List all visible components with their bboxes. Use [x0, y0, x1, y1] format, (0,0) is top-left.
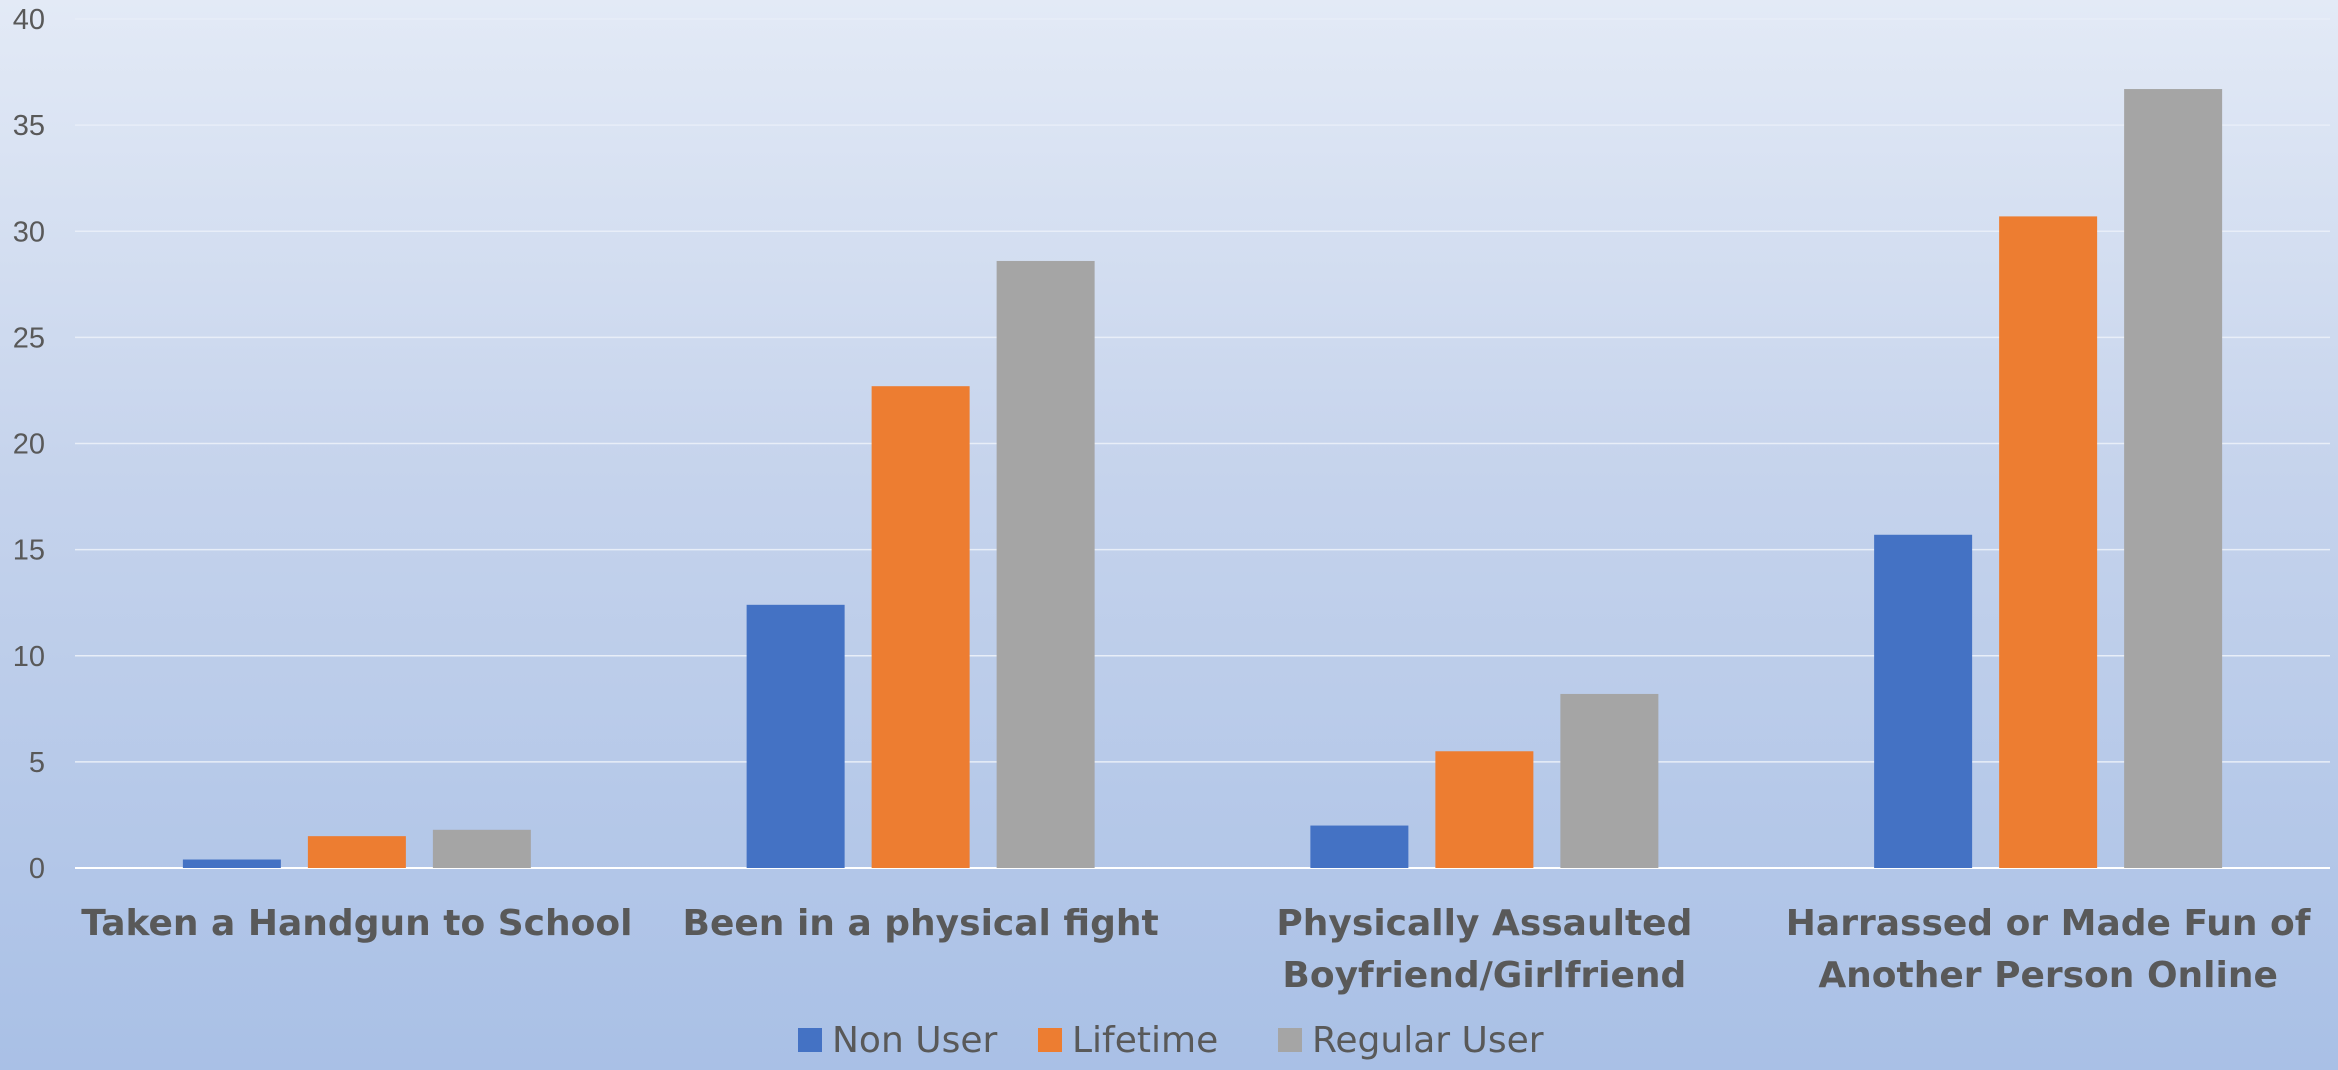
- y-tick-label: 20: [13, 429, 45, 461]
- y-tick-label: 30: [13, 216, 45, 248]
- category-label: Boyfriend/Girlfriend: [1282, 955, 1686, 996]
- bar-regular-user-3: [2124, 89, 2223, 869]
- y-tick-label: 35: [13, 110, 45, 142]
- bar-non-user-3: [1874, 534, 1973, 868]
- gridlines: [75, 18, 2330, 869]
- category-label: Harrassed or Made Fun of: [1786, 903, 2311, 944]
- y-tick-label: 40: [13, 4, 45, 36]
- bar-lifetime-3: [1999, 216, 2098, 868]
- legend-label: Non User: [832, 1020, 997, 1061]
- bar-regular-user-1: [996, 260, 1095, 869]
- legend-swatch-regular-user: [1278, 1028, 1302, 1052]
- legend: Non User Lifetime Regular User: [798, 1020, 1544, 1061]
- bar-non-user-2: [1310, 825, 1409, 868]
- legend-label: Lifetime: [1072, 1020, 1218, 1061]
- bar-lifetime-1: [871, 386, 970, 868]
- bar-regular-user-0: [432, 829, 531, 868]
- bar-regular-user-2: [1560, 693, 1659, 868]
- bars: [182, 89, 2223, 869]
- legend-swatch-lifetime: [1038, 1028, 1062, 1052]
- y-tick-label: 15: [13, 535, 45, 567]
- bar-lifetime-0: [307, 836, 406, 868]
- bar-non-user-1: [746, 604, 845, 868]
- legend-label: Regular User: [1312, 1020, 1544, 1061]
- bar-non-user-0: [182, 859, 281, 868]
- x-axis: Taken a Handgun to School Been in a physi…: [81, 903, 2310, 996]
- category-label: Another Person Online: [1818, 955, 2278, 996]
- y-tick-label: 0: [29, 853, 45, 885]
- bar-lifetime-2: [1435, 751, 1534, 868]
- y-axis: 0 5 10 15 20 25 30 35 40: [13, 4, 45, 885]
- y-tick-label: 25: [13, 322, 45, 354]
- category-label: Been in a physical fight: [683, 903, 1159, 944]
- category-label: Taken a Handgun to School: [81, 903, 632, 944]
- category-label: Physically Assaulted: [1276, 903, 1692, 944]
- legend-swatch-non-user: [798, 1028, 822, 1052]
- y-tick-label: 10: [13, 641, 45, 673]
- y-tick-label: 5: [29, 747, 45, 779]
